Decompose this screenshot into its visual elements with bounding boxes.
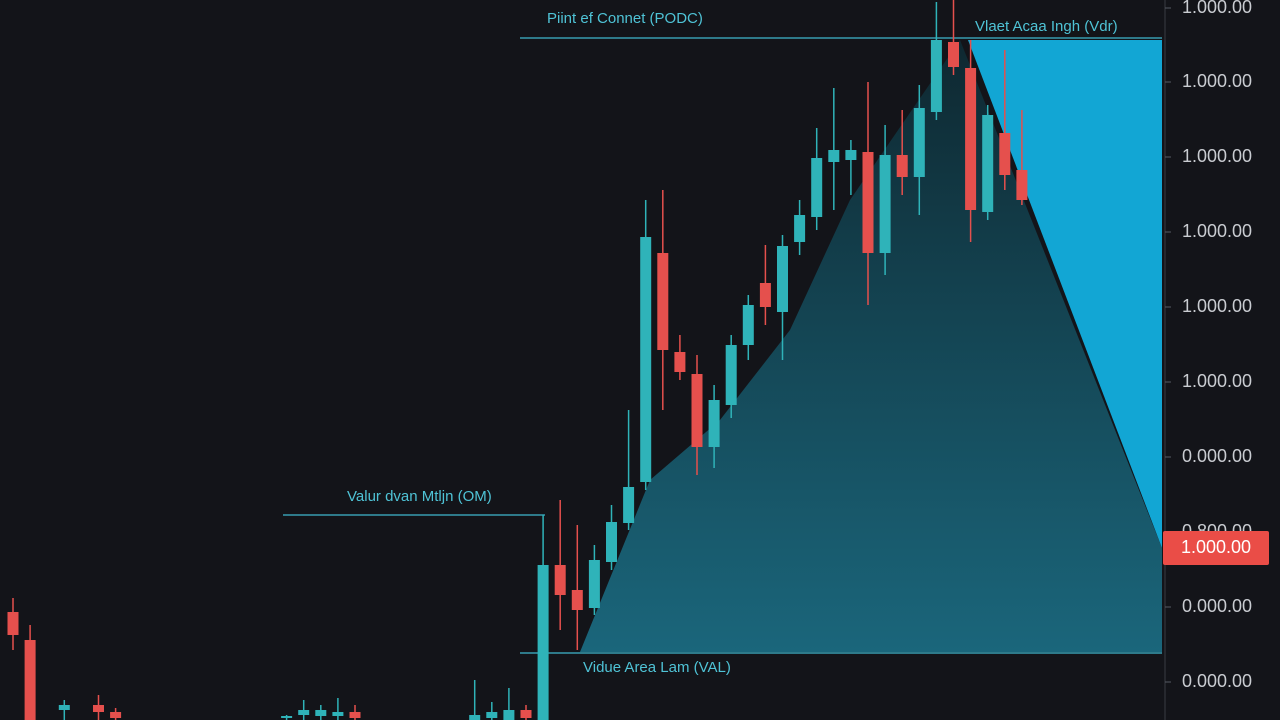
candle-body bbox=[315, 710, 327, 716]
candle-body bbox=[58, 705, 70, 710]
candle-body bbox=[554, 565, 566, 595]
candle-body bbox=[674, 352, 686, 372]
candle-body bbox=[298, 710, 310, 715]
y-tick-label: 0.000.00 bbox=[1182, 596, 1252, 616]
candle-body bbox=[896, 155, 908, 177]
candle-body bbox=[606, 522, 617, 562]
y-tick-label: 1.000.00 bbox=[1182, 71, 1252, 91]
candle-body bbox=[623, 487, 635, 523]
y-tick-label: 1.000.00 bbox=[1182, 296, 1252, 316]
candle-body bbox=[777, 246, 788, 312]
candle-body bbox=[537, 565, 549, 720]
level-label: Piint ef Connet (PODC) bbox=[547, 10, 703, 27]
candle-body bbox=[930, 40, 942, 112]
value-area-high bbox=[968, 40, 1162, 548]
level-label: Valur dvan Mtljn (OM) bbox=[347, 488, 492, 505]
candle-body bbox=[332, 712, 344, 716]
candle-body bbox=[640, 237, 652, 482]
candle-body bbox=[520, 710, 532, 718]
candle-body bbox=[708, 400, 720, 447]
candle-body bbox=[691, 374, 703, 447]
level-label: Vidue Area Lam (VAL) bbox=[583, 659, 731, 676]
candle-body bbox=[588, 560, 600, 608]
y-tick-label: 1.000.00 bbox=[1182, 146, 1252, 166]
candle-body bbox=[24, 640, 36, 720]
candle-body bbox=[845, 150, 857, 160]
candle-body bbox=[948, 42, 959, 67]
candle-body bbox=[742, 305, 754, 345]
candle-body bbox=[913, 108, 925, 177]
candle-body bbox=[965, 68, 977, 210]
candle-body bbox=[503, 710, 515, 720]
last-price-label: 1.000.00 bbox=[1181, 537, 1251, 557]
candle-body bbox=[349, 712, 361, 718]
candle-body bbox=[725, 345, 737, 405]
candle-body bbox=[862, 152, 874, 253]
last-price-tag bbox=[1163, 531, 1269, 565]
candle-body bbox=[281, 716, 293, 718]
candle-body bbox=[1016, 170, 1028, 200]
candle-body bbox=[93, 705, 104, 712]
candle-body bbox=[759, 283, 771, 307]
candle-body bbox=[657, 253, 669, 350]
candle-body bbox=[486, 712, 498, 718]
y-tick-label: 1.000.00 bbox=[1182, 0, 1252, 17]
candle-body bbox=[982, 115, 994, 212]
candle-body bbox=[7, 612, 19, 635]
y-tick-label: 1.000.00 bbox=[1182, 371, 1252, 391]
candle-body bbox=[999, 133, 1011, 175]
y-tick-label: 1.000.00 bbox=[1182, 221, 1252, 241]
candle-body bbox=[469, 715, 481, 720]
annotation: Vlaet Acaa Ingh (Vdr) bbox=[975, 18, 1118, 35]
candle-body bbox=[110, 712, 122, 718]
candle-body bbox=[811, 158, 823, 217]
candle-body bbox=[571, 590, 583, 610]
y-tick-label: 0.000.00 bbox=[1182, 446, 1252, 466]
candle-body bbox=[828, 150, 840, 162]
candle-body bbox=[879, 155, 891, 253]
y-tick-label: 0.000.00 bbox=[1182, 671, 1252, 691]
candle-body bbox=[794, 215, 806, 242]
